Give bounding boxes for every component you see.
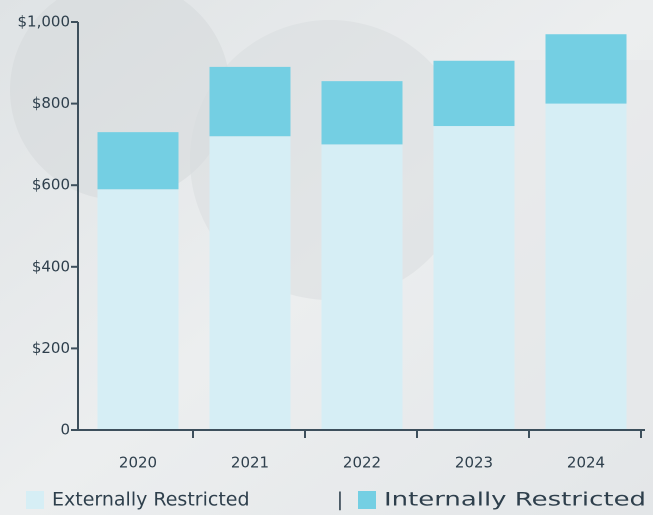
- y-tick-label: $1,000: [18, 13, 71, 31]
- bar-segment: [433, 126, 515, 430]
- bar-segment: [209, 136, 291, 431]
- bar-segment: [321, 144, 403, 430]
- y-tick-label: $200: [32, 339, 70, 357]
- legend-label: Internally Restricted: [384, 489, 646, 511]
- x-tick-label: 2020: [119, 454, 157, 472]
- bar-segment: [545, 34, 627, 104]
- plot: 2020 2021 2022 2023 2024 0 $200 $400 $600 $800 $1,…: [18, 13, 647, 511]
- y-tick-label: 0: [60, 421, 70, 439]
- bar-segment: [433, 60, 515, 127]
- x-tick-label: 2022: [343, 454, 381, 472]
- y-tick-label: $800: [32, 94, 70, 112]
- bar-segment: [321, 81, 403, 145]
- bar-segment: [209, 66, 291, 137]
- y-tick-label: $400: [32, 257, 70, 275]
- legend-swatch: [358, 491, 376, 509]
- bar-segment: [97, 189, 179, 430]
- x-tick-label: 2021: [231, 454, 269, 472]
- y-tick-label: $600: [32, 176, 70, 194]
- x-tick-label: 2024: [567, 454, 605, 472]
- legend-separator: |: [337, 489, 343, 511]
- bar-segment: [545, 103, 627, 430]
- legend-swatch: [26, 491, 44, 509]
- bar-segment: [97, 132, 179, 190]
- x-tick-label: 2023: [455, 454, 493, 472]
- legend-label: Externally Restricted: [52, 489, 250, 511]
